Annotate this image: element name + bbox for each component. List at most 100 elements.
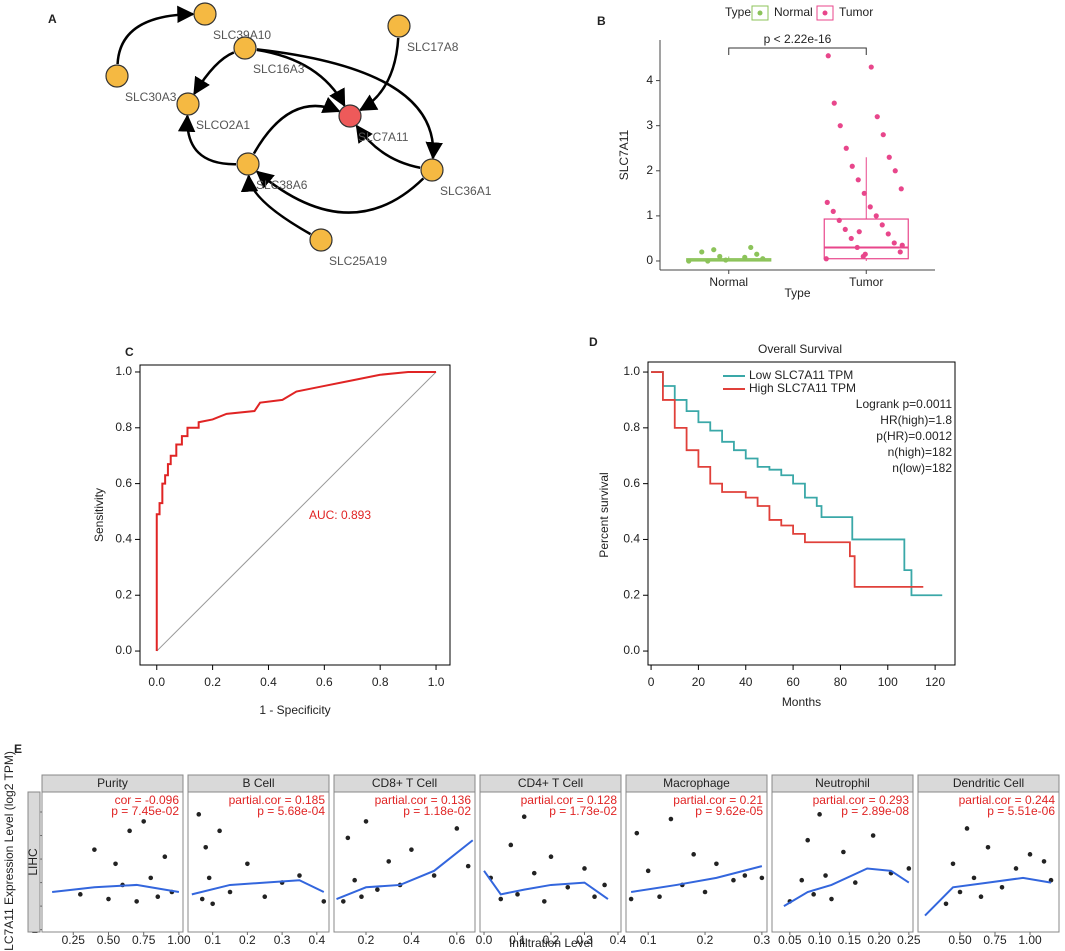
edge: [252, 96, 341, 155]
bracket: [728, 47, 867, 55]
axis-label: Percent survival: [597, 472, 611, 557]
point: [999, 884, 1005, 890]
point: [823, 256, 829, 262]
point: [899, 242, 905, 248]
point: [542, 899, 547, 904]
plot-frame: [647, 361, 956, 666]
y-tick-label: 0.6: [623, 476, 640, 490]
x-tick-label: 0.10: [808, 933, 832, 947]
point: [799, 877, 805, 883]
point: [262, 894, 268, 900]
node: [193, 2, 217, 26]
fit-line: [924, 876, 1052, 917]
point: [829, 896, 834, 902]
node-label: SLC36A1: [440, 184, 492, 198]
facet-title: Dendritic Cell: [953, 776, 1024, 790]
point: [898, 186, 904, 192]
node-label: SLC38A6: [256, 178, 308, 192]
edge: [358, 37, 400, 112]
point: [723, 257, 729, 263]
annotation: Logrank p=0.0011: [856, 397, 953, 411]
point: [705, 258, 711, 264]
fit-line: [630, 865, 763, 893]
point: [811, 892, 816, 897]
axis-label: Months: [782, 695, 821, 709]
y-tick-label: 0.2: [623, 587, 640, 601]
y-tick-label: 0.0: [115, 643, 132, 657]
point: [1041, 859, 1047, 864]
point: [855, 177, 861, 183]
x-tick-label: 0.4: [309, 933, 326, 947]
point: [714, 861, 719, 867]
point: [245, 861, 250, 867]
point: [885, 231, 891, 237]
panel-label: D: [589, 335, 598, 349]
facet-panel: [187, 791, 330, 933]
point: [861, 190, 867, 196]
x-tick-label: 0.3: [754, 933, 771, 947]
axis-label: Type: [784, 286, 810, 300]
point: [856, 229, 862, 235]
x-tick-label: 0.4: [610, 933, 627, 947]
point: [162, 854, 168, 860]
point: [824, 199, 830, 205]
panel-label: A: [48, 12, 57, 26]
y-tick-label: 1.0: [115, 364, 132, 378]
point: [906, 866, 912, 871]
annotation: n(low)=182: [892, 461, 952, 475]
axis-label: SLC7A11: [617, 129, 631, 180]
point: [141, 819, 147, 824]
x-tick-label: 0.3: [576, 933, 593, 947]
x-tick-label: 0.50: [948, 933, 972, 947]
point: [852, 880, 858, 885]
point: [375, 887, 380, 892]
point: [657, 894, 662, 900]
node-label: SLC17A8: [407, 40, 459, 54]
point: [691, 852, 696, 857]
point: [508, 842, 514, 848]
x-tick-label: 0.0: [148, 675, 165, 689]
annotation: p = 5.51e-06: [987, 804, 1055, 818]
facet-title: Purity: [97, 776, 128, 790]
point: [748, 244, 754, 251]
point: [985, 844, 991, 850]
survival-curve: [651, 371, 943, 597]
x-tick-label: 0.4: [260, 675, 277, 689]
point: [668, 816, 674, 822]
point: [854, 244, 860, 251]
point: [134, 899, 139, 904]
panel-label: E: [14, 742, 22, 756]
point: [196, 812, 202, 817]
point: [964, 826, 970, 831]
point: [148, 875, 154, 881]
annotation: p(HR)=0.0012: [876, 429, 952, 443]
legend-key: [757, 10, 763, 16]
fit-line: [783, 867, 910, 907]
edge: [256, 48, 346, 107]
x-tick-label: 20: [692, 675, 706, 689]
point: [836, 217, 842, 223]
legend-key: [822, 10, 828, 16]
point: [113, 861, 118, 867]
x-tick-label: 0.2: [358, 933, 375, 947]
facet-panel: [625, 791, 768, 933]
node: [176, 92, 200, 116]
point: [862, 251, 868, 257]
point: [886, 154, 892, 160]
annotation: p = 5.68e-04: [257, 804, 325, 818]
axis-label: 1 - Specificity: [259, 703, 330, 717]
x-tick-label: 0.1: [204, 933, 221, 947]
annotation: partial.cor = 0.136: [375, 793, 472, 807]
point: [874, 114, 880, 120]
point: [711, 247, 717, 253]
x-tick-label: 60: [786, 675, 800, 689]
point: [465, 863, 471, 869]
point: [841, 849, 846, 855]
x-tick-label: 0.25: [897, 933, 921, 947]
node-label: SLC25A19: [329, 254, 387, 268]
point: [431, 873, 437, 878]
point: [957, 889, 963, 895]
x-tick-label: 0.20: [867, 933, 891, 947]
y-tick-label: 0: [646, 253, 653, 267]
